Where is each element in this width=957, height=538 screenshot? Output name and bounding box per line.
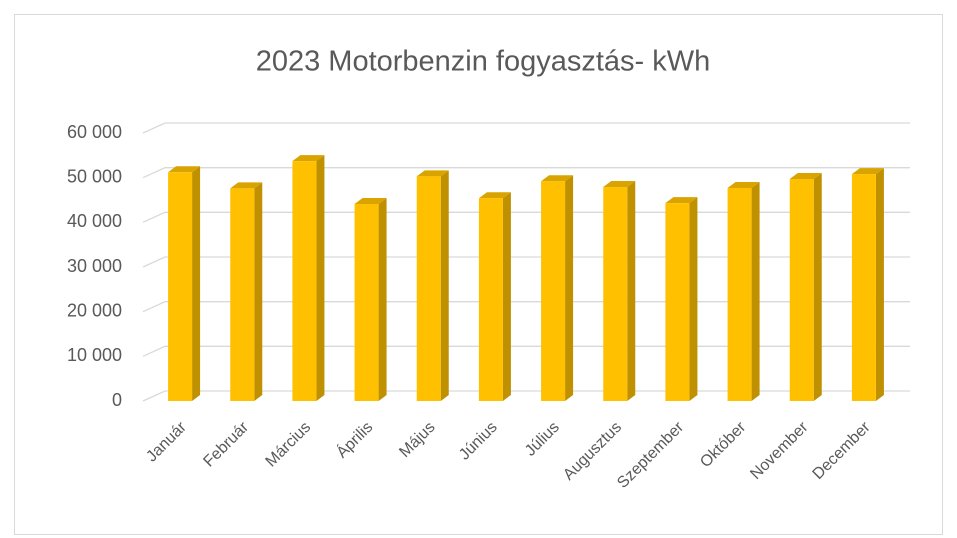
- bar-side: [875, 168, 884, 401]
- bar-top: [230, 182, 263, 189]
- bar: [727, 181, 760, 401]
- bar-top: [789, 173, 822, 180]
- grid-line: [142, 167, 910, 179]
- grid-line: [142, 122, 910, 134]
- y-tick-label: 40 000: [67, 211, 122, 231]
- bar: [603, 181, 636, 401]
- bar-top: [416, 170, 449, 177]
- bar-top: [478, 192, 511, 199]
- bar-side: [440, 170, 449, 401]
- bar: [230, 182, 263, 401]
- bar-front: [354, 204, 379, 401]
- bar-front: [230, 188, 255, 401]
- bar: [354, 198, 387, 401]
- bar-side: [689, 197, 698, 401]
- bar: [478, 192, 511, 401]
- y-tick-label: 0: [112, 390, 122, 410]
- bar-side: [627, 181, 636, 401]
- bar-front: [727, 187, 752, 401]
- bar-side: [316, 155, 325, 401]
- y-tick-label: 30 000: [67, 256, 122, 276]
- bar-top: [168, 166, 201, 173]
- bar: [851, 168, 884, 401]
- y-tick-label: 20 000: [67, 300, 122, 320]
- bar-top: [354, 198, 387, 205]
- bar-front: [168, 172, 193, 401]
- grid-line: [142, 390, 910, 402]
- bar: [665, 197, 698, 401]
- bar-side: [565, 175, 574, 401]
- bar-side: [192, 166, 201, 401]
- bar-side: [813, 173, 822, 401]
- bar-front: [541, 181, 566, 401]
- bar: [292, 155, 325, 401]
- bar-front: [292, 161, 317, 401]
- bar-top: [603, 181, 636, 188]
- bar-side: [502, 192, 511, 401]
- bar-top: [292, 155, 325, 162]
- bar-front: [478, 198, 503, 401]
- bar-side: [254, 182, 263, 401]
- grid-line: [142, 345, 910, 357]
- y-tick-label: 10 000: [67, 345, 122, 365]
- bar-front: [416, 176, 441, 401]
- bar-front: [603, 187, 628, 401]
- bar-side: [751, 181, 760, 401]
- bar-front: [789, 179, 814, 401]
- grid-line: [142, 211, 910, 223]
- bar-top: [541, 175, 574, 182]
- bar-front: [665, 203, 690, 401]
- chart-title: 2023 Motorbenzin fogyasztás- kWh: [256, 46, 711, 78]
- y-tick-label: 60 000: [67, 122, 122, 142]
- bar-top: [851, 168, 884, 175]
- bar-top: [727, 181, 760, 188]
- bar: [541, 175, 574, 401]
- bar: [416, 170, 449, 401]
- grid-line: [142, 256, 910, 268]
- bar: [789, 173, 822, 401]
- bar-front: [851, 174, 876, 401]
- grid-line: [142, 301, 910, 313]
- bar-top: [665, 197, 698, 204]
- bar: [168, 166, 201, 401]
- bar-side: [378, 198, 387, 401]
- y-tick-label: 50 000: [67, 166, 122, 186]
